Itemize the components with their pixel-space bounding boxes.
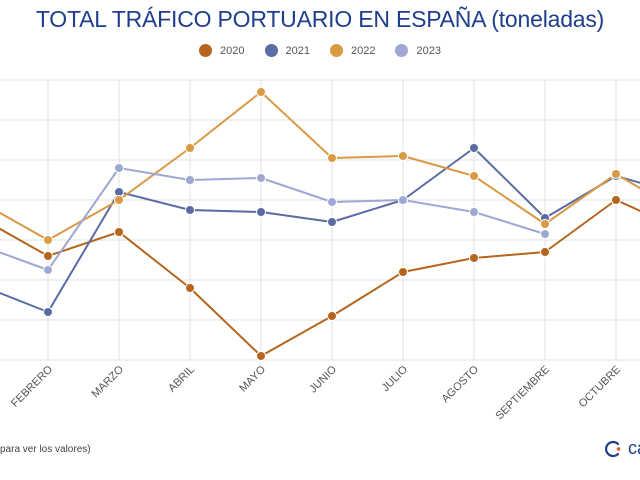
data-point-2020 [469, 253, 479, 263]
data-point-2023 [540, 229, 550, 239]
data-point-2022 [256, 87, 266, 97]
legend-item-2021[interactable]: 2021 [264, 44, 310, 57]
chart-legend: 2020 2021 2022 2023 [0, 44, 640, 57]
legend-label-2022: 2022 [351, 44, 376, 57]
data-point-2021 [43, 307, 53, 317]
x-tick-label: MARZO [90, 363, 127, 400]
data-point-2022 [469, 171, 479, 181]
data-point-2023 [327, 197, 337, 207]
data-point-2023 [256, 173, 266, 183]
data-point-2020 [114, 227, 124, 237]
data-point-2020 [185, 283, 195, 293]
data-point-2022 [398, 151, 408, 161]
x-tick-label: MAYO [237, 363, 268, 394]
x-tick-label: OCTUBRE [577, 364, 624, 411]
legend-label-2023: 2023 [416, 44, 441, 57]
data-point-2020 [398, 267, 408, 277]
x-tick-label: JUNIO [307, 363, 339, 395]
legend-item-2023[interactable]: 2023 [395, 44, 441, 57]
data-point-2022 [114, 195, 124, 205]
data-point-2023 [469, 207, 479, 217]
chart-title: TOTAL TRÁFICO PORTUARIO EN ESPAÑA (tonel… [35, 6, 605, 32]
x-tick-label: JULIO [380, 363, 411, 394]
legend-swatch-2021 [264, 44, 278, 57]
legend-label-2021: 2021 [285, 44, 310, 57]
legend-label-2020: 2020 [220, 44, 245, 57]
footer-note: para ver los valores) [0, 444, 91, 455]
legend-item-2020[interactable]: 2020 [199, 44, 245, 57]
data-point-2020 [43, 251, 53, 261]
data-point-2021 [327, 217, 337, 227]
x-tick-label: SEPTIEMBRE [493, 364, 552, 423]
data-point-2020 [540, 247, 550, 257]
legend-swatch-2022 [330, 44, 343, 57]
data-point-2020 [256, 351, 266, 361]
data-point-2023 [43, 265, 53, 275]
legend-item-2022[interactable]: 2022 [330, 44, 375, 57]
data-point-2021 [469, 143, 479, 153]
data-point-2020 [327, 311, 337, 321]
data-point-2020 [611, 195, 621, 205]
x-tick-label: FEBRERO [9, 363, 55, 409]
data-point-2023 [114, 163, 124, 173]
data-point-2023 [398, 195, 408, 205]
legend-swatch-2020 [199, 44, 213, 57]
brand-name: ca [628, 438, 640, 458]
x-tick-label: AGOSTO [439, 363, 481, 405]
x-tick-label: ABRIL [166, 364, 197, 395]
brand-logo: ca [604, 438, 640, 459]
data-point-2022 [327, 153, 337, 163]
brand-mark-icon [605, 440, 621, 457]
data-point-2022 [540, 219, 550, 229]
data-point-2022 [611, 169, 621, 179]
data-point-2021 [185, 205, 195, 215]
data-point-2022 [43, 235, 53, 245]
legend-swatch-2023 [395, 44, 409, 57]
data-point-2022 [185, 143, 195, 153]
data-point-2021 [256, 207, 266, 217]
data-point-2023 [185, 175, 195, 185]
